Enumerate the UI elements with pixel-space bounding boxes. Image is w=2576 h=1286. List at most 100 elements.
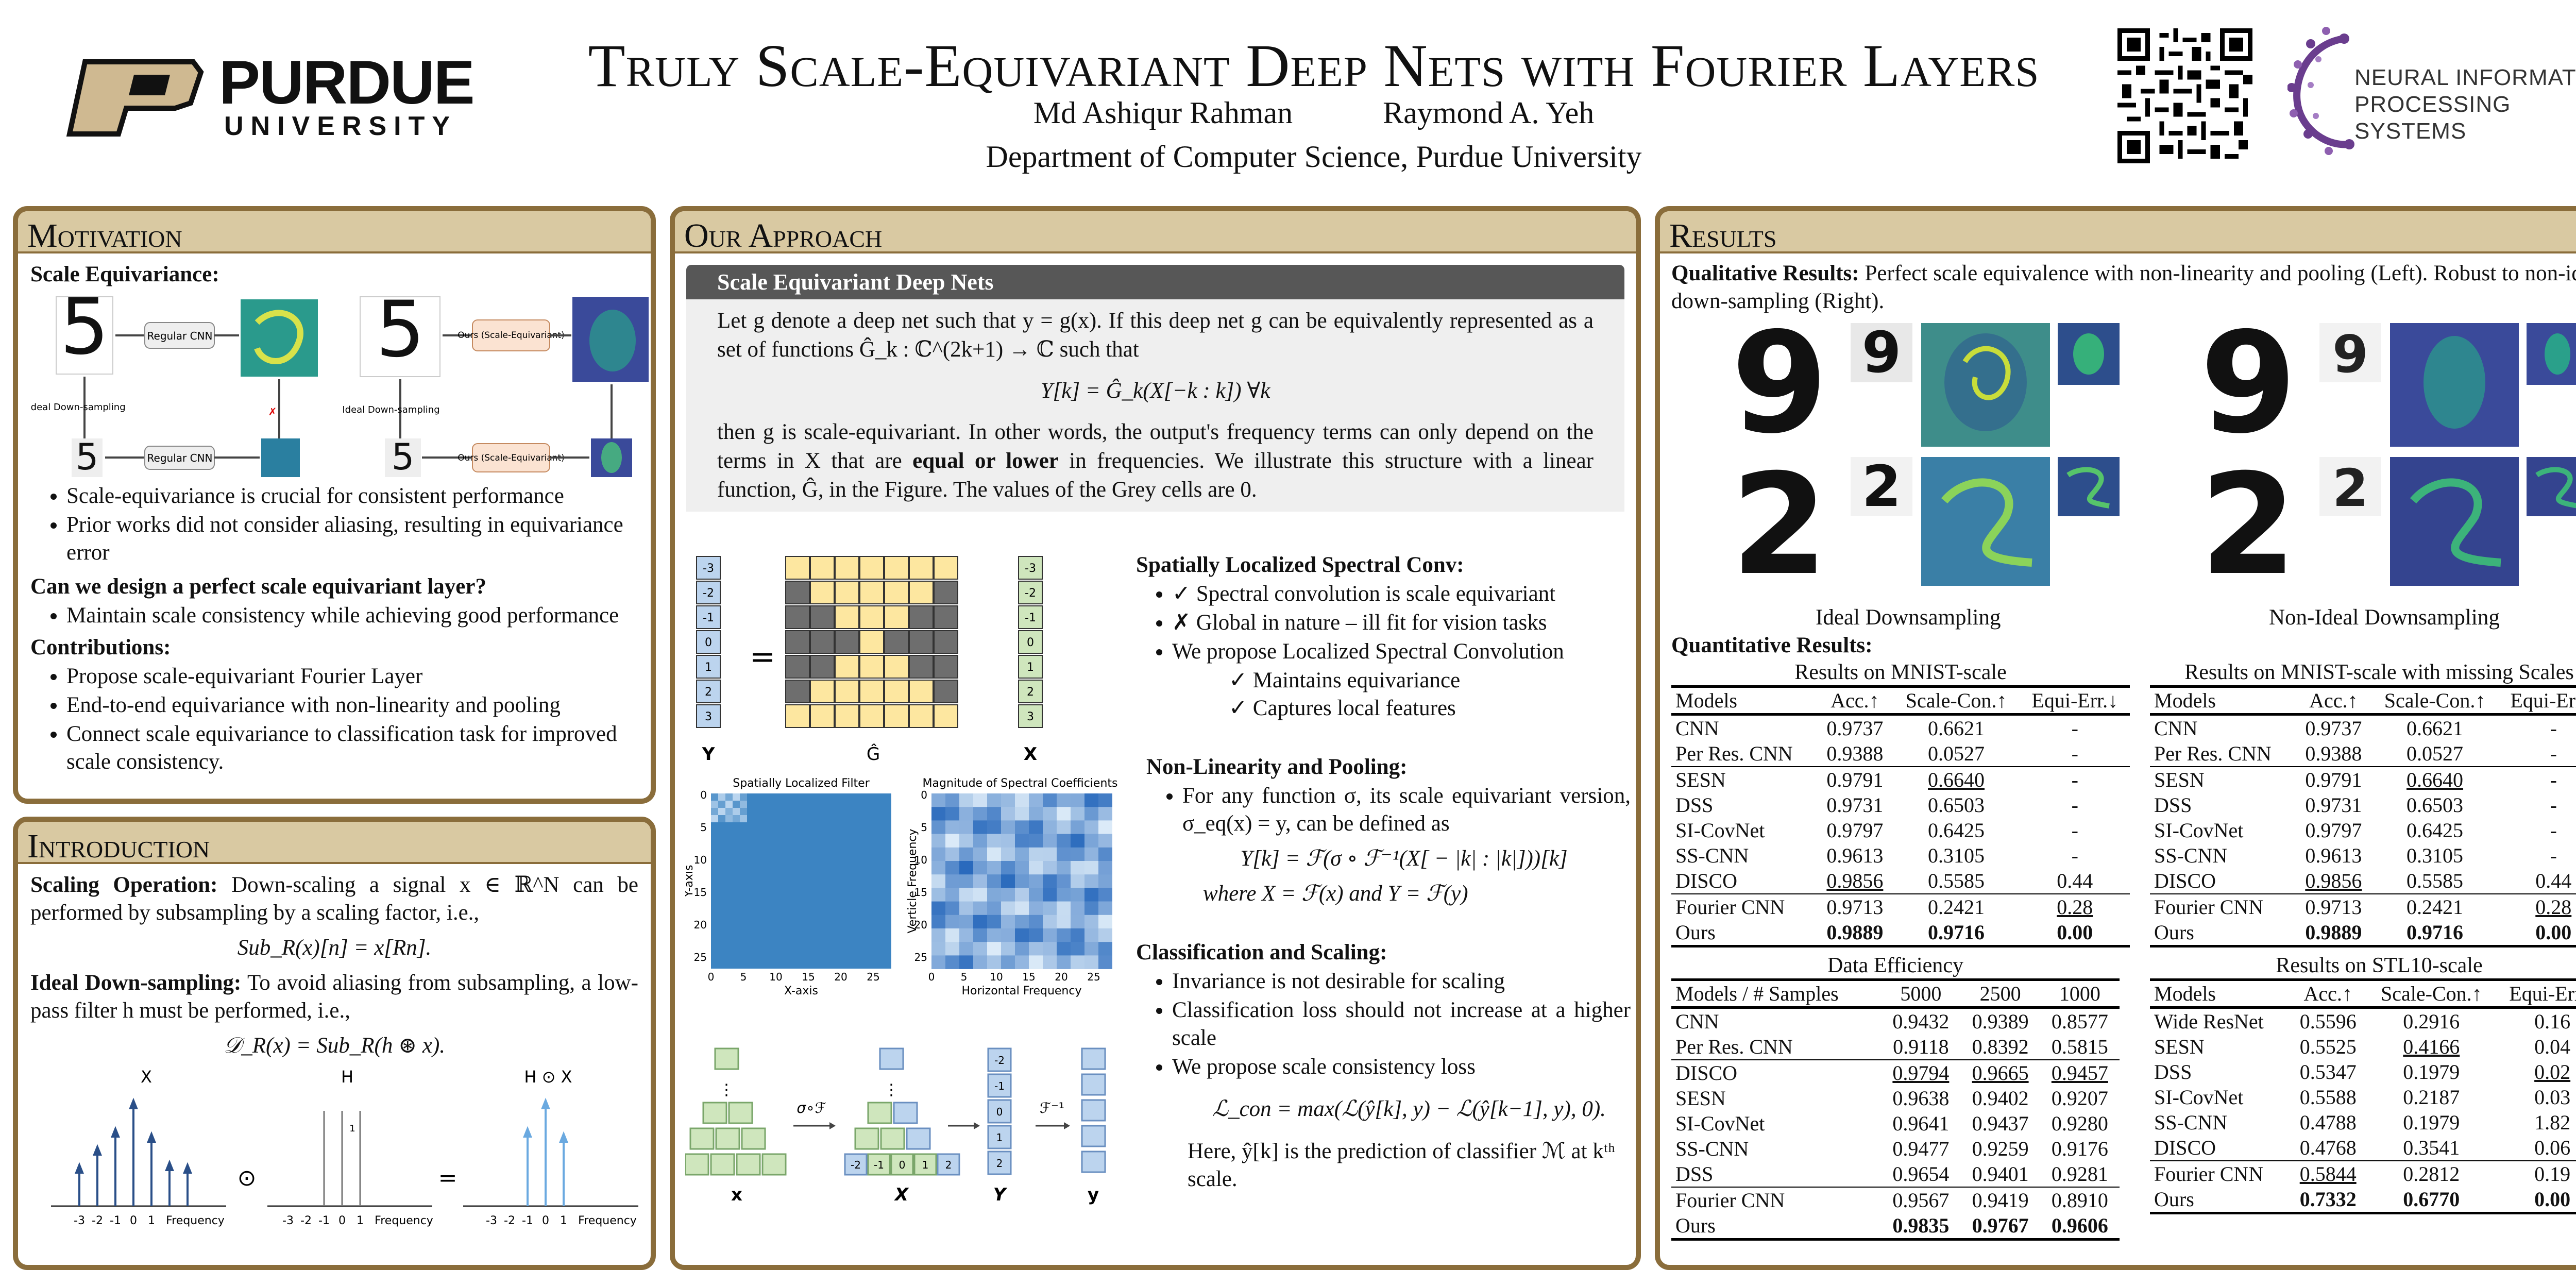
svg-text:Ĝ: Ĝ xyxy=(867,743,880,765)
svg-text:1: 1 xyxy=(148,1214,155,1227)
table-header-cell: Scale-Con.↑ xyxy=(2380,982,2482,1005)
filter-cell xyxy=(725,808,733,815)
y-vector-cell xyxy=(696,630,721,654)
spectral-cell xyxy=(1043,834,1057,848)
table-cell: DISCO xyxy=(1675,1061,1738,1085)
table-cell: SI-CovNet xyxy=(2154,1086,2244,1109)
spectral-title: Magnitude of Spectral Coefficients xyxy=(923,777,1118,790)
table-cell: DSS xyxy=(2154,793,2192,817)
table-cell: - xyxy=(2071,793,2078,817)
filter-cell xyxy=(740,801,747,808)
table-cell: 0.00 xyxy=(2535,921,2572,944)
svg-text:⋮: ⋮ xyxy=(884,1081,899,1099)
axis-tick: 10 xyxy=(694,854,707,866)
filter-title: Spatially Localized Filter xyxy=(733,777,870,790)
g-matrix-cell xyxy=(810,630,835,654)
table-row: Per Res. CNN 0.9388 0.0527 - xyxy=(1671,741,2130,767)
spectral-cell xyxy=(1098,874,1112,888)
Y-cell xyxy=(987,1047,1012,1072)
y-vector-cell xyxy=(696,556,721,580)
spectral-cell xyxy=(931,820,945,834)
table-cell: 0.3105 xyxy=(1928,844,1985,867)
table-cell: 0.03 xyxy=(2534,1086,2571,1109)
table-cell: 0.3541 xyxy=(2403,1136,2460,1159)
equation-sub: Sub_R(x)[n] = x[Rn]. xyxy=(237,936,432,960)
spectral-cell xyxy=(945,915,959,929)
table-cell: Per Res. CNN xyxy=(1675,742,1793,765)
spectral-cell xyxy=(1057,874,1071,888)
table-row: CNN 0.9737 0.6621 - xyxy=(1671,715,2130,741)
table-row: SI-CovNet 0.9797 0.6425 - xyxy=(1671,818,2130,843)
purdue-p-icon xyxy=(66,59,204,137)
approach-p1: Let g denote a deep net such that y = g(… xyxy=(717,309,1594,362)
svg-text:y: y xyxy=(1088,1185,1099,1205)
odot-symbol: ⊙ xyxy=(238,1165,257,1191)
table-cell: 0.9856 xyxy=(1826,869,1884,892)
axis-tick: 5 xyxy=(961,971,968,983)
g-matrix-cell xyxy=(835,680,859,703)
y-vector-cell xyxy=(696,655,721,679)
axis-tick: 20 xyxy=(834,971,847,983)
svg-text:0: 0 xyxy=(338,1214,346,1227)
spectral-cell xyxy=(1098,793,1112,807)
svg-text:-1: -1 xyxy=(318,1214,330,1227)
spectral-cell xyxy=(945,847,959,861)
table-cell: 0.44 xyxy=(2057,869,2093,892)
filter-cell xyxy=(733,793,740,801)
motivation-title: Motivation xyxy=(18,211,651,255)
ideal-text: To avoid aliasing from subsampling, a lo… xyxy=(30,971,638,1023)
bullet-item: ✓ Spectral convolution is scale equivari… xyxy=(1172,580,1631,608)
cs-tail: Here, ŷ[k] is the prediction of classifi… xyxy=(1188,1139,1615,1191)
table-cell: 0.6640 xyxy=(2406,768,2464,791)
spectral-cell xyxy=(973,955,987,969)
table-cell: 0.9638 xyxy=(1892,1087,1950,1110)
svg-text:5: 5 xyxy=(76,436,99,477)
spectral-cell xyxy=(1071,942,1084,956)
table-cell: 0.9401 xyxy=(1972,1162,2029,1186)
question-heading: Can we design a perfect scale equivarian… xyxy=(30,574,486,599)
table-row: SESN 0.5525 0.4166 0.04 xyxy=(2150,1034,2576,1059)
spectral-cell xyxy=(1057,847,1071,861)
axis-tick: 5 xyxy=(921,821,927,834)
loss-equation: ℒ_con = max(ℒ(ŷ[k], y) − ℒ(ŷ[k−1], y), 0… xyxy=(1212,1097,1606,1121)
table-cell: 0.2421 xyxy=(2406,895,2464,919)
spectral-cell xyxy=(1015,915,1029,929)
svg-text:5: 5 xyxy=(60,292,109,372)
spectral-cell xyxy=(945,874,959,888)
table-cell: Ours xyxy=(1675,921,1716,944)
table-cell: CNN xyxy=(2154,717,2198,740)
table-cell: - xyxy=(2550,717,2557,740)
spectral-cell xyxy=(1001,861,1015,875)
table-cell: - xyxy=(2071,717,2078,740)
axis-tick: 0 xyxy=(928,971,935,983)
bullet-item: Classification loss should not increase … xyxy=(1172,996,1631,1052)
spectral-cell xyxy=(987,955,1001,969)
table-cell: Fourier CNN xyxy=(2154,1162,2264,1186)
svg-text:Verticle Frequency: Verticle Frequency xyxy=(906,828,919,933)
spectral-cell xyxy=(1084,847,1098,861)
g-matrix-cell xyxy=(934,605,958,629)
axis-tick: 15 xyxy=(802,971,815,983)
table-cell: 0.9713 xyxy=(2305,895,2362,919)
table-header-cell: Acc.↑ xyxy=(2303,982,2352,1005)
spectral-cell xyxy=(1071,874,1084,888)
table-cell: 0.8910 xyxy=(2051,1189,2108,1212)
svg-text:Y: Y xyxy=(993,1185,1008,1205)
table-cell: 0.9835 xyxy=(1892,1214,1950,1237)
table-cell: 0.0527 xyxy=(2406,742,2464,765)
spectral-cell xyxy=(1057,834,1071,848)
g-matrix-cell xyxy=(835,704,859,728)
spectral-cell xyxy=(1043,915,1057,929)
g-matrix-cell xyxy=(859,581,884,604)
ours-label-1: Ours (Scale-Equivariant) xyxy=(457,330,565,341)
spectral-cell xyxy=(945,942,959,956)
table-row: DISCO 0.4768 0.3541 0.06 xyxy=(2150,1135,2576,1161)
table-cell: 0.9731 xyxy=(1826,793,1884,817)
svg-text:Frequency: Frequency xyxy=(166,1214,225,1227)
filter-cell xyxy=(740,815,747,822)
table-cell: 0.9259 xyxy=(1972,1137,2029,1160)
axis-tick: 15 xyxy=(1022,971,1035,983)
table-row: CNN 0.9432 0.9389 0.8577 xyxy=(1671,1008,2120,1035)
results-table-mnist: Models Acc.↑ Scale-Con.↑ Equi-Err.↓ CNN 0.973… xyxy=(1671,685,2130,947)
table-cell: 0.6503 xyxy=(1928,793,1985,817)
